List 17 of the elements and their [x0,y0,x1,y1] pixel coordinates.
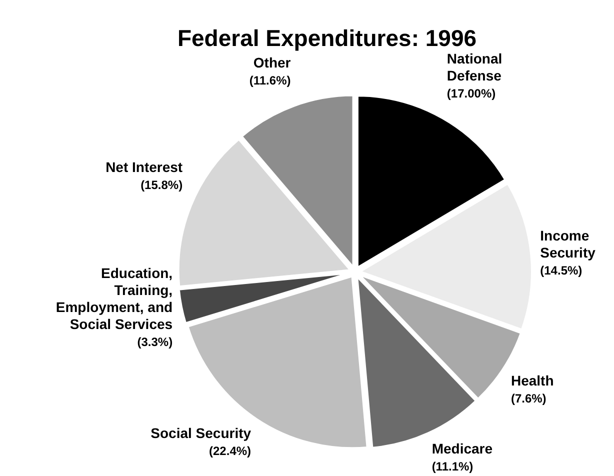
slice-label: Social Security [150,425,252,442]
data-label: (15.8%) [140,178,183,192]
slice-label: Health [510,372,554,388]
slice-label: National Defense [446,50,502,84]
slice-label: Net Interest [106,159,183,176]
data-label: (14.5%) [540,264,582,278]
slice-label: Income Security [540,228,596,261]
data-label: (11.6%) [249,73,291,88]
slice-label: Education, Training, Employment, and Social Services [56,264,173,332]
chart-title: Federal Expenditures: 1996 [177,25,477,51]
data-label: (7.6%) [510,391,546,406]
data-label: (17.00%) [446,86,496,100]
slice-label: Medicare [432,440,493,456]
data-label: (11.1%) [432,459,474,474]
slice-label: Other [253,54,292,70]
data-label: (3.3%) [137,334,173,349]
data-label: (22.4%) [209,444,252,458]
